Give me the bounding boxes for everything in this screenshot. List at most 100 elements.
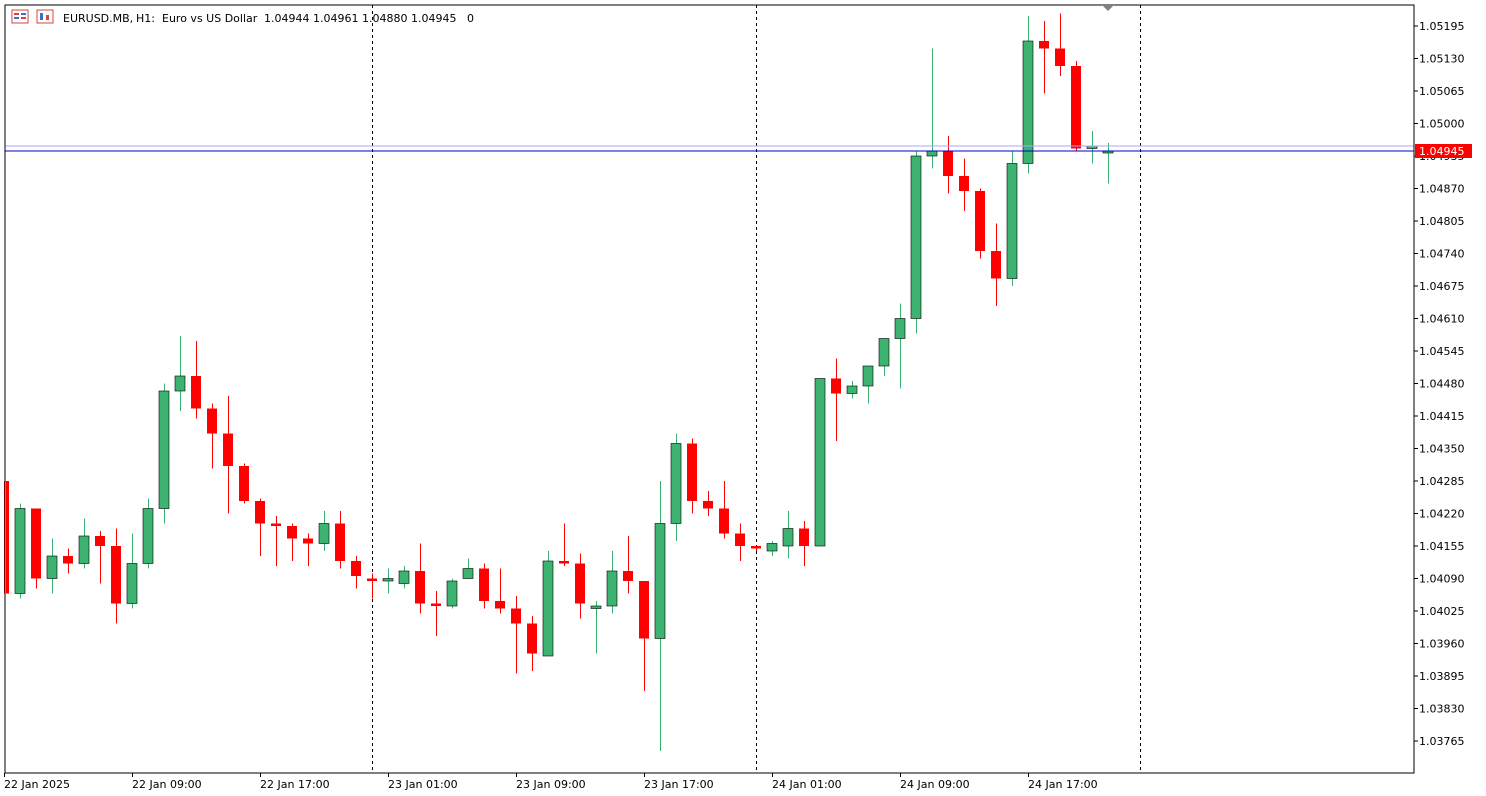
candle xyxy=(575,553,585,619)
candle-body-bear xyxy=(287,526,297,539)
y-tick-label: 1.04610 xyxy=(1419,313,1465,326)
candle xyxy=(14,503,26,599)
y-tick-label: 1.04480 xyxy=(1419,378,1465,391)
candle-body-bull xyxy=(398,570,410,584)
candle-body-bull xyxy=(14,508,26,594)
current-price-tag-bg xyxy=(1415,144,1472,158)
x-tick-label: 22 Jan 09:00 xyxy=(132,778,202,791)
candle-body-bear xyxy=(511,608,521,624)
candle xyxy=(351,556,361,589)
candle xyxy=(782,511,794,559)
y-tick-label: 1.04740 xyxy=(1419,248,1465,261)
candle-body-bear xyxy=(719,508,729,534)
candle-body-bull xyxy=(590,605,602,609)
candle xyxy=(207,403,217,469)
x-tick-label: 22 Jan 2025 xyxy=(4,778,70,791)
candle xyxy=(846,381,858,399)
candle xyxy=(1071,61,1081,151)
candle xyxy=(735,523,745,561)
candle-body-bull xyxy=(158,390,170,509)
candle xyxy=(831,358,841,441)
y-tick-label: 1.04090 xyxy=(1419,573,1465,586)
chart-window-icon[interactable] xyxy=(11,9,29,24)
candle xyxy=(142,498,154,569)
candle-body-bear xyxy=(639,581,649,639)
candle-body-bear xyxy=(1039,41,1049,49)
candle xyxy=(318,511,330,551)
candle xyxy=(606,551,618,614)
candle-body-bull xyxy=(862,365,874,387)
candle xyxy=(191,341,201,419)
candle-body-bear xyxy=(975,191,985,251)
candle-body-bull xyxy=(846,385,858,394)
candle-body-bear xyxy=(191,376,201,409)
candle-body-bull xyxy=(318,523,330,544)
y-tick-label: 1.04025 xyxy=(1419,605,1465,618)
candle xyxy=(158,383,170,524)
header-timeframe: H1: xyxy=(136,12,155,25)
time-axis[interactable]: 22 Jan 2025 22 Jan 09:00 22 Jan 17:00 23 Ja… xyxy=(4,773,1098,791)
y-tick-label: 1.04675 xyxy=(1419,280,1465,293)
candle xyxy=(511,596,521,674)
candle xyxy=(126,533,138,609)
candle-body-bear xyxy=(959,176,969,191)
candle xyxy=(415,543,425,614)
y-tick-label: 1.03895 xyxy=(1419,670,1465,683)
candle-body-bull xyxy=(894,318,906,339)
candle xyxy=(799,521,809,566)
candle-body-bull xyxy=(782,528,794,547)
candle xyxy=(975,188,985,259)
candle-body-bear xyxy=(991,251,1001,279)
candle-body-bear xyxy=(479,568,489,601)
candle xyxy=(959,158,969,211)
y-tick-label: 1.04350 xyxy=(1419,443,1465,456)
candle-body-bear xyxy=(95,536,105,546)
candle xyxy=(654,481,666,751)
y-tick-label: 1.05065 xyxy=(1419,85,1465,98)
y-tick-label: 1.03765 xyxy=(1419,735,1465,748)
candle-body-bull xyxy=(78,535,90,564)
candle xyxy=(382,568,394,594)
current-price-label: 1.04945 xyxy=(1419,145,1465,158)
candle xyxy=(862,365,874,404)
chart-header: EURUSD.MB, H1: Euro vs US Dollar 1.04944… xyxy=(11,9,474,25)
candle xyxy=(991,223,1001,306)
candle-body-bull xyxy=(654,523,666,639)
price-lines-layer xyxy=(5,145,1414,152)
candle-body-bear xyxy=(495,601,505,609)
candle xyxy=(687,438,697,514)
x-tick-label: 24 Jan 01:00 xyxy=(772,778,842,791)
header-extra: 0 xyxy=(467,12,474,25)
candle-body-bull xyxy=(46,555,58,579)
header-ohlc: 1.04944 1.04961 1.04880 1.04945 xyxy=(264,12,456,25)
candle xyxy=(367,573,377,599)
x-tick-label: 24 Jan 17:00 xyxy=(1028,778,1098,791)
candle xyxy=(31,508,41,589)
candle-body-bear xyxy=(431,603,441,606)
candle-body-bear xyxy=(735,533,745,546)
scroll-marker-icon[interactable] xyxy=(1102,5,1114,11)
candle-body-bear xyxy=(575,563,585,604)
candle xyxy=(894,303,906,389)
candle xyxy=(446,578,458,609)
candle xyxy=(527,616,537,671)
candle xyxy=(287,523,297,561)
grid-layer xyxy=(372,5,1141,773)
x-tick-label: 23 Jan 01:00 xyxy=(388,778,458,791)
candle xyxy=(559,523,569,566)
price-axis[interactable]: 1.051951.051301.050651.050001.049351.048… xyxy=(1414,20,1472,748)
y-tick-label: 1.05000 xyxy=(1419,118,1465,131)
candle-body-bear xyxy=(111,546,121,604)
candle-body-bear xyxy=(559,561,569,564)
symbol-window-icon[interactable] xyxy=(36,9,54,24)
y-tick-label: 1.04870 xyxy=(1419,183,1465,196)
candle-body-bear xyxy=(751,546,761,549)
candle xyxy=(766,541,778,556)
y-tick-label: 1.04155 xyxy=(1419,540,1465,553)
y-tick-label: 1.03960 xyxy=(1419,638,1465,651)
candle xyxy=(1022,16,1034,174)
y-tick-label: 1.03830 xyxy=(1419,703,1465,716)
candle-body-bear xyxy=(703,501,713,509)
